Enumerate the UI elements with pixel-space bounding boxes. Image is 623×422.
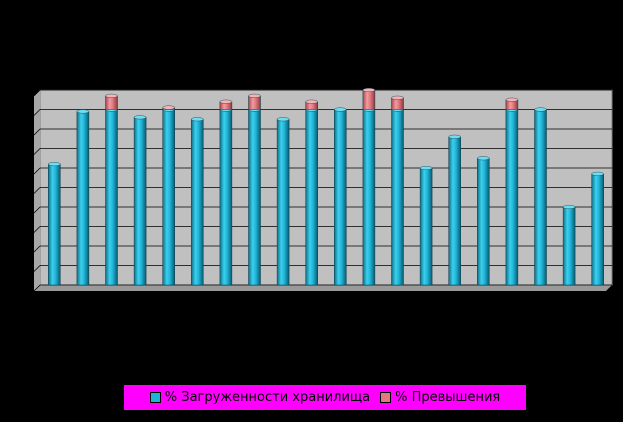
bar-load-top (562, 204, 576, 209)
bar-load-top (477, 156, 490, 161)
bar-excess (362, 87, 376, 110)
bar-excess (391, 95, 404, 110)
bar-load (505, 107, 519, 286)
bar-excess-top (391, 95, 404, 100)
bar-load (448, 134, 461, 286)
bar-excess-body (105, 95, 118, 110)
bar-load-body (248, 109, 261, 286)
bar-load-body (219, 109, 233, 286)
bar-excess-top (248, 93, 261, 98)
legend-swatch-excess (380, 392, 392, 403)
bar-load (362, 107, 376, 286)
legend-label-excess: % Превышения (395, 390, 501, 405)
bar-load-body (133, 117, 147, 286)
bar-load (477, 156, 490, 286)
bar-load-body (477, 158, 490, 286)
legend-label-load: % Загруженности хранилища (164, 390, 371, 405)
bar-load (391, 107, 404, 286)
bar-excess-top (105, 93, 118, 98)
gridline-side (33, 245, 41, 253)
bar-load (48, 162, 61, 286)
bar-excess-top (305, 99, 318, 104)
legend-swatch-load (149, 392, 161, 403)
bar-load (76, 109, 90, 286)
bar-load-top (276, 117, 290, 122)
bar-excess (219, 99, 233, 110)
legend-item-load: % Загруженности хранилища (149, 390, 371, 405)
gridline-side (33, 206, 41, 214)
bar-load (162, 107, 175, 286)
bar-load (276, 117, 290, 286)
bar-load (191, 117, 204, 286)
gridline-side (33, 265, 41, 272)
legend: % Загруженности хранилища % Превышения (124, 385, 526, 410)
gridline-side (33, 148, 41, 155)
gridline-side (33, 109, 41, 116)
bar-load-body (162, 109, 175, 286)
bar-load-body (76, 111, 90, 286)
bar-load-body (191, 119, 204, 286)
gridline-side (33, 128, 41, 136)
bar-load-body (334, 109, 347, 286)
bar-excess (105, 93, 118, 110)
bar-load-top (334, 107, 347, 112)
bar-excess (248, 93, 261, 110)
bar-load-body (105, 109, 118, 286)
bar-load-body (362, 109, 376, 286)
bar-load (562, 204, 576, 286)
gridline-side (33, 187, 41, 194)
bar-load-top (48, 162, 61, 167)
plot-floor (34, 285, 612, 291)
bar-excess-body (362, 89, 376, 110)
bar-excess-top (162, 105, 175, 110)
bar-excess (162, 105, 175, 110)
bar-load-body (448, 136, 461, 286)
bar-load-top (448, 134, 461, 139)
gridline-side (33, 284, 41, 292)
bar-load-body (419, 167, 433, 286)
bar-load-body (591, 173, 604, 286)
bar-excess-top (219, 99, 233, 104)
bar-load-top (419, 165, 433, 170)
bar-load (105, 107, 118, 286)
bar-load (334, 107, 347, 286)
bar-load-body (276, 119, 290, 286)
bar-load (219, 107, 233, 286)
bar-load (591, 171, 604, 286)
bar-excess-top (362, 87, 376, 92)
gridline-side (33, 226, 41, 233)
bar-load-body (305, 109, 318, 286)
bar-load-top (76, 109, 90, 114)
legend-item-excess: % Превышения (380, 390, 500, 405)
bar-excess-body (248, 95, 261, 110)
gridline-side (33, 167, 41, 175)
bar-load (419, 165, 433, 286)
bar-load-body (391, 109, 404, 286)
bar-load (133, 115, 147, 286)
bar-load-top (191, 117, 204, 122)
bar-excess (505, 97, 519, 110)
bar-excess (305, 99, 318, 110)
bar-load-body (505, 109, 519, 286)
bar-load-top (534, 107, 547, 112)
bar-load-top (591, 171, 604, 176)
bar-load-body (48, 163, 61, 286)
bar-load (248, 107, 261, 286)
bar-load (305, 107, 318, 286)
bar-load-top (133, 115, 147, 120)
bar-load-body (562, 206, 576, 286)
bar-load (534, 107, 547, 286)
bar-excess-top (505, 97, 519, 102)
bar-load-body (534, 109, 547, 286)
gridline-side (33, 89, 41, 97)
